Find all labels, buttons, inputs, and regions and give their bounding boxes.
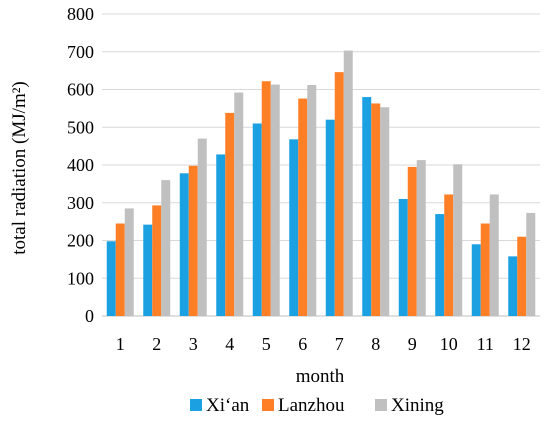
x-tick-label: 4 [225, 334, 234, 354]
bar [398, 198, 408, 316]
bar [380, 107, 390, 317]
bar [216, 154, 226, 316]
bar [197, 138, 207, 316]
bar [234, 92, 244, 317]
bar [435, 214, 445, 316]
x-tick-label: 10 [440, 334, 458, 354]
x-tick-label: 6 [298, 334, 307, 354]
bars [106, 50, 536, 317]
bar [371, 103, 381, 316]
legend-swatch [262, 399, 274, 411]
y-tick-label: 0 [85, 306, 94, 326]
x-tick-label: 2 [152, 334, 161, 354]
bar [124, 208, 134, 316]
bar [225, 112, 235, 316]
bar [343, 50, 353, 317]
bar [161, 180, 171, 316]
legend-label: Xining [391, 395, 444, 416]
x-tick-label: 1 [116, 334, 125, 354]
legend-label: Xi‘an [206, 395, 250, 416]
legend-swatch [375, 399, 387, 411]
bar [416, 160, 426, 316]
bar [188, 165, 198, 316]
legend-label: Lanzhou [278, 395, 345, 416]
y-tick-label: 100 [67, 268, 94, 288]
bar [252, 123, 262, 316]
bar [325, 119, 335, 316]
bar [480, 223, 490, 316]
bar [453, 164, 463, 316]
x-tick-label: 5 [262, 334, 271, 354]
bar [152, 205, 162, 316]
bar [143, 224, 153, 316]
gridlines [102, 13, 540, 317]
bar [115, 223, 125, 316]
bar [471, 244, 481, 316]
x-tick-label: 3 [189, 334, 198, 354]
bar [289, 139, 299, 316]
y-tick-label: 300 [67, 193, 94, 213]
y-tick-label: 400 [67, 155, 94, 175]
x-tick-labels: 1 2 3 4 5 6 7 8 9 10 11 12 [116, 334, 531, 354]
bar [261, 81, 271, 316]
x-tick-label: 11 [477, 334, 494, 354]
legend-swatch [190, 399, 202, 411]
y-tick-label: 500 [67, 117, 94, 137]
bar [508, 256, 518, 316]
y-tick-labels: 0 100 200 300 400 500 600 700 800 [67, 4, 94, 326]
bar [298, 98, 308, 316]
x-tick-label: 7 [335, 334, 344, 354]
bar [179, 173, 189, 316]
y-axis-label: total radiation (MJ/m²) [9, 81, 30, 255]
bar [526, 212, 536, 316]
bar [334, 72, 344, 316]
bar [517, 236, 527, 316]
bar [407, 166, 417, 316]
bar [270, 84, 280, 316]
bar [444, 194, 454, 316]
bar [307, 84, 317, 316]
bar [106, 241, 116, 316]
bar [362, 97, 372, 316]
y-tick-label: 800 [67, 4, 94, 24]
x-tick-label: 8 [371, 334, 380, 354]
bar [489, 194, 499, 316]
x-tick-label: 12 [513, 334, 531, 354]
y-tick-label: 200 [67, 231, 94, 251]
y-tick-label: 600 [67, 80, 94, 100]
legend: Xi‘an Lanzhou Xining [190, 395, 444, 416]
x-tick-label: 9 [408, 334, 417, 354]
x-axis-label: month [296, 366, 345, 387]
y-tick-label: 700 [67, 42, 94, 62]
